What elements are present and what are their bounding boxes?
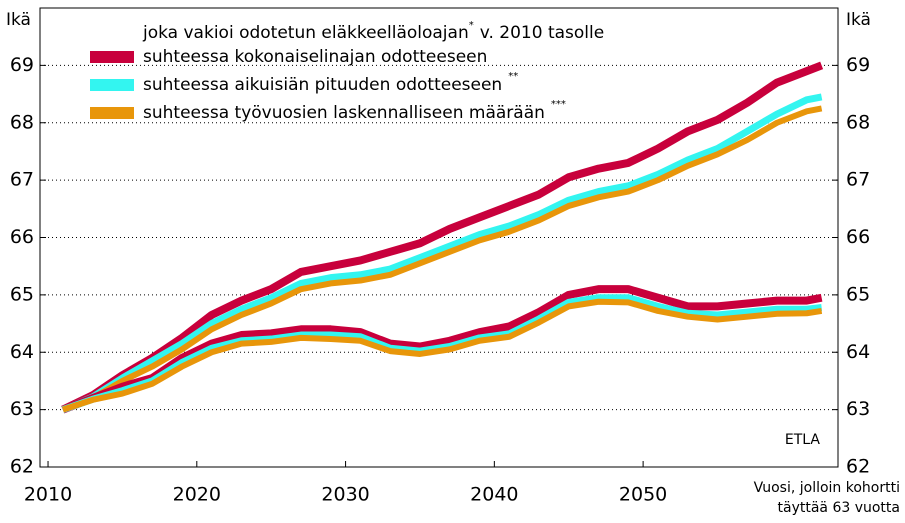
line xyxy=(61,93,823,413)
legend-title-text: joka vakioi odotetun eläkkeelläoloajan xyxy=(142,23,469,43)
x-axis-label: täyttää 63 vuotta xyxy=(778,500,901,516)
y-tick-label-right: 63 xyxy=(846,398,870,420)
line xyxy=(61,61,824,414)
y-axis-label-right: Ikä xyxy=(846,10,871,30)
legend-swatch xyxy=(90,79,134,91)
y-tick-label: 69 xyxy=(10,54,34,76)
legend-label-text: suhteessa kokonaiselinajan odotteeseen xyxy=(143,47,487,67)
x-tick-label: 2030 xyxy=(321,484,369,506)
legend-note: *** xyxy=(551,99,566,110)
y-tick-label-right: 62 xyxy=(846,456,870,478)
y-axis-label-left: Ikä xyxy=(6,10,31,30)
x-tick-label: 2020 xyxy=(173,484,221,506)
y-tick-label: 63 xyxy=(10,398,34,420)
y-tick-label-right: 65 xyxy=(846,283,870,305)
legend-label: suhteessa työvuosien laskennalliseen mää… xyxy=(143,99,566,123)
y-tick-label: 66 xyxy=(10,226,34,248)
legend-swatch xyxy=(90,51,134,63)
y-tick-label: 65 xyxy=(10,283,34,305)
x-tick-label: 2010 xyxy=(24,484,72,506)
y-tick-label: 68 xyxy=(10,111,34,133)
legend-label-text: suhteessa työvuosien laskennalliseen mää… xyxy=(143,103,545,123)
line xyxy=(61,105,823,413)
y-tick-label-right: 64 xyxy=(846,341,870,363)
line xyxy=(61,298,823,413)
y-tick-label-right: 69 xyxy=(846,54,870,76)
source: ETLA xyxy=(785,432,821,448)
x-axis-label: Vuosi, jolloin kohortti xyxy=(754,480,900,496)
x-tick-label: 2050 xyxy=(619,484,667,506)
legend-label: suhteessa aikuisiän pituuden odotteeseen… xyxy=(143,71,518,95)
x-tick-label: 2040 xyxy=(470,484,518,506)
y-tick-label-right: 67 xyxy=(846,169,870,191)
legend-label: suhteessa kokonaiselinajan odotteeseen xyxy=(143,47,487,67)
legend-title-end: v. 2010 tasolle xyxy=(480,23,604,43)
legend-label-text: suhteessa aikuisiän pituuden odotteeseen xyxy=(143,75,502,95)
legend-title-note: * xyxy=(469,20,474,31)
line xyxy=(61,285,823,414)
legend-note: ** xyxy=(508,71,518,82)
legend-title: joka vakioi odotetun eläkkeelläoloajan* v… xyxy=(142,20,604,43)
y-tick-label-right: 68 xyxy=(846,111,870,133)
y-tick-label-right: 66 xyxy=(846,226,870,248)
y-tick-label: 64 xyxy=(10,341,34,363)
legend-swatch xyxy=(90,107,134,119)
y-tick-label: 62 xyxy=(10,456,34,478)
y-tick-label: 67 xyxy=(10,169,34,191)
